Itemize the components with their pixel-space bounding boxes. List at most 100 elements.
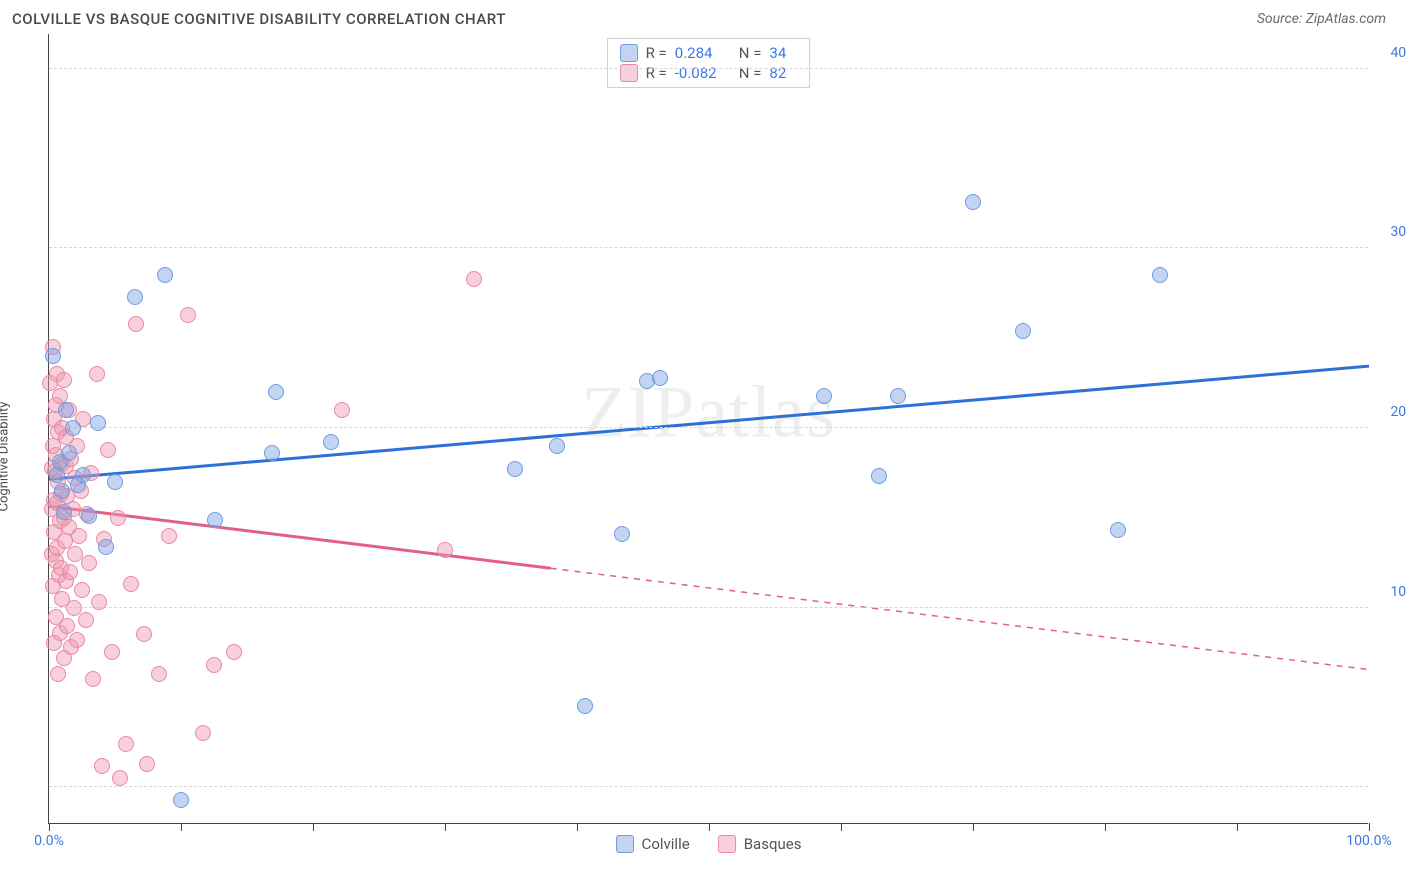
stats-r-label: R = <box>646 64 667 82</box>
x-tick <box>49 823 50 831</box>
gridline <box>49 247 1368 248</box>
data-point <box>81 508 97 524</box>
stats-n-label: N = <box>739 64 762 82</box>
data-point <box>173 792 189 808</box>
data-point <box>71 528 87 544</box>
data-point <box>180 307 196 323</box>
data-point <box>1015 323 1031 339</box>
stats-n-value: 82 <box>769 64 797 82</box>
stats-row: R = -0.082 N = 82 <box>620 63 798 83</box>
data-point <box>151 666 167 682</box>
trend-line-solid <box>49 366 1369 479</box>
data-point <box>54 483 70 499</box>
data-point <box>466 271 482 287</box>
y-tick-label: 10.0% <box>1373 584 1406 600</box>
data-point <box>127 289 143 305</box>
data-point <box>90 415 106 431</box>
watermark: ZIPatlas <box>581 370 836 455</box>
data-point <box>965 194 981 210</box>
data-point <box>206 657 222 673</box>
data-point <box>104 644 120 660</box>
data-point <box>652 370 668 386</box>
data-point <box>161 528 177 544</box>
data-point <box>507 461 523 477</box>
stats-r-value: 0.284 <box>675 44 731 62</box>
gridline <box>49 68 1368 69</box>
data-point <box>118 736 134 752</box>
data-point <box>139 756 155 772</box>
data-point <box>890 388 906 404</box>
series-legend: Colville Basques <box>616 835 802 853</box>
data-point <box>437 542 453 558</box>
data-point <box>577 698 593 714</box>
x-tick-label: 100.0% <box>1346 833 1391 849</box>
trend-line-dashed <box>551 568 1369 669</box>
y-tick-label: 40.0% <box>1373 45 1406 61</box>
x-tick <box>1105 823 1106 831</box>
legend-label: Colville <box>642 835 690 853</box>
data-point <box>195 725 211 741</box>
data-point <box>549 438 565 454</box>
stats-row: R = 0.284 N = 34 <box>620 43 798 63</box>
data-point <box>65 420 81 436</box>
data-point <box>123 576 139 592</box>
x-tick <box>1369 823 1370 831</box>
x-tick <box>841 823 842 831</box>
stats-n-label: N = <box>739 44 762 62</box>
data-point <box>45 348 61 364</box>
data-point <box>614 526 630 542</box>
data-point <box>56 372 72 388</box>
x-tick <box>313 823 314 831</box>
x-tick <box>709 823 710 831</box>
x-tick-label: 0.0% <box>34 833 64 849</box>
chart-title: COLVILLE VS BASQUE COGNITIVE DISABILITY … <box>12 10 506 28</box>
data-point <box>107 474 123 490</box>
data-point <box>89 366 105 382</box>
legend-item: Colville <box>616 835 690 853</box>
data-point <box>85 671 101 687</box>
x-tick <box>445 823 446 831</box>
y-tick-label: 30.0% <box>1373 224 1406 240</box>
data-point <box>816 388 832 404</box>
data-point <box>334 402 350 418</box>
data-point <box>157 267 173 283</box>
data-point <box>91 594 107 610</box>
plot-area: ZIPatlas R =0.284N =34R =-0.082N =82 Col… <box>48 34 1368 824</box>
data-point <box>100 442 116 458</box>
gridline <box>49 427 1368 428</box>
legend-swatch <box>616 835 634 853</box>
chart-source: Source: ZipAtlas.com <box>1257 11 1386 27</box>
data-point <box>69 632 85 648</box>
stats-n-value: 34 <box>769 44 797 62</box>
data-point <box>58 402 74 418</box>
stats-r-label: R = <box>646 44 667 62</box>
data-point <box>128 316 144 332</box>
data-point <box>136 626 152 642</box>
x-tick <box>577 823 578 831</box>
data-point <box>75 467 91 483</box>
gridline <box>49 786 1368 787</box>
data-point <box>264 445 280 461</box>
data-point <box>81 555 97 571</box>
stats-r-value: -0.082 <box>675 64 731 82</box>
data-point <box>1110 522 1126 538</box>
data-point <box>268 384 284 400</box>
legend-item: Basques <box>718 835 802 853</box>
data-point <box>62 564 78 580</box>
gridline <box>49 607 1368 608</box>
legend-label: Basques <box>744 835 802 853</box>
data-point <box>110 510 126 526</box>
stats-swatch <box>620 64 638 82</box>
data-point <box>50 666 66 682</box>
data-point <box>74 582 90 598</box>
x-tick <box>181 823 182 831</box>
data-point <box>226 644 242 660</box>
x-tick <box>1237 823 1238 831</box>
chart-header: COLVILLE VS BASQUE COGNITIVE DISABILITY … <box>0 0 1406 34</box>
data-point <box>56 504 72 520</box>
data-point <box>78 612 94 628</box>
x-tick <box>973 823 974 831</box>
stats-swatch <box>620 44 638 62</box>
data-point <box>59 618 75 634</box>
data-point <box>94 758 110 774</box>
